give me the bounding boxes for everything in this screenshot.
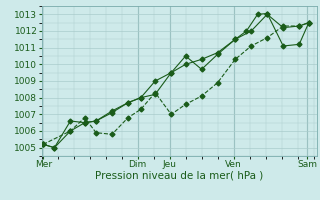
X-axis label: Pression niveau de la mer( hPa ): Pression niveau de la mer( hPa ) <box>95 171 263 181</box>
